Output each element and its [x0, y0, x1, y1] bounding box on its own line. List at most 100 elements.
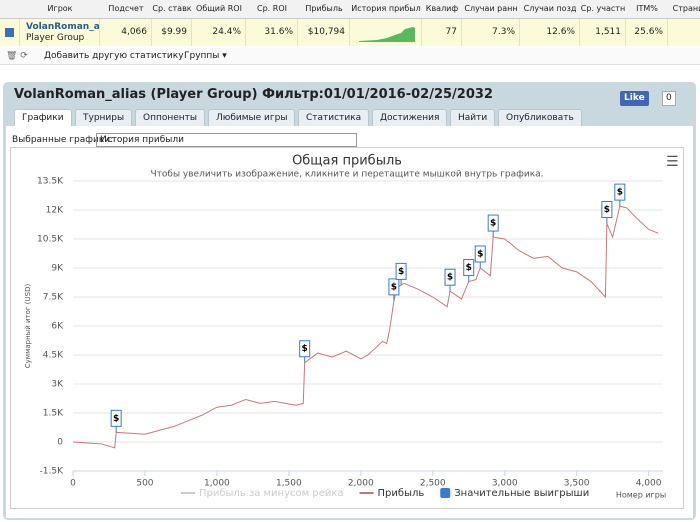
row-cell [350, 19, 422, 46]
row-cell: 31.6% [246, 19, 298, 46]
column-header[interactable]: Случаи ранн [462, 0, 521, 19]
flag [474, 245, 486, 263]
flag-label: $ [604, 205, 610, 215]
column-header[interactable]: Прибыль [298, 0, 351, 19]
row-cell [668, 19, 700, 46]
panel-body [6, 126, 693, 518]
flag-label: $ [490, 219, 496, 229]
row-cell: 12.6% [520, 19, 580, 46]
flag-label: $ [398, 267, 404, 277]
groups-label: Группы [184, 51, 220, 61]
chart-title: Общая прибыль [292, 154, 402, 169]
y-tick-label: 7.5K [43, 293, 64, 303]
x-tick-label: 0 [70, 479, 76, 489]
legend-label: Прибыль [378, 488, 425, 499]
tab[interactable]: Графики [14, 109, 72, 127]
row-checkbox[interactable] [0, 19, 20, 46]
column-header[interactable]: История прибыл [350, 0, 423, 19]
row-cell: 77 [422, 19, 462, 46]
column-header[interactable]: Подсчет [100, 0, 153, 19]
flag [444, 268, 456, 286]
x-tick-label: 2,000 [348, 479, 374, 489]
add-stat-button[interactable]: Добавить другую статистику [44, 51, 184, 61]
tab[interactable]: Оппоненты [135, 109, 206, 127]
y-axis-label: Суммарный итог (USD) [24, 284, 32, 369]
player-name: VolanRoman_ali [26, 22, 100, 32]
legend-label: Значительные выигрыши [454, 488, 589, 499]
header-checkbox[interactable] [0, 0, 21, 19]
y-tick-label: 1.5K [43, 409, 64, 419]
legend-swatch [440, 488, 451, 498]
column-header[interactable]: Ср. участн [580, 0, 627, 19]
y-tick-label: -1.5K [40, 467, 65, 477]
flag-label: $ [391, 282, 397, 292]
column-header[interactable]: ITM% [626, 0, 669, 19]
panel-title: VolanRoman_alias (Player Group) Фильтр:0… [14, 87, 493, 102]
select-label: Выбранные графики: [12, 135, 114, 145]
profit-line [72, 205, 659, 449]
y-tick-label: 10.5K [37, 235, 64, 245]
flag [487, 214, 499, 232]
tab[interactable]: Любимые игры [208, 109, 296, 127]
x-axis-label: Номер игры [616, 491, 666, 500]
select-value: История прибыли [100, 135, 184, 145]
row-cell: $9.99 [152, 19, 192, 46]
chart-select[interactable]: История прибыли [96, 133, 357, 147]
flag-label: $ [617, 188, 623, 198]
chart: Общая прибыль Чтобы увеличить изображени… [10, 147, 684, 509]
y-tick-label: 0 [57, 438, 63, 448]
player-group: Player Group [26, 33, 85, 43]
column-header[interactable]: Ср. ROI [246, 0, 299, 19]
row-cell: 4,066 [100, 19, 152, 46]
like-label: Like [624, 93, 645, 103]
row-cell: 25.6% [626, 19, 668, 46]
y-tick-label: 4.5K [43, 351, 64, 361]
menu-icon[interactable]: ☰ [666, 154, 679, 170]
y-tick-label: 9K [51, 264, 64, 274]
like-count: 0 [662, 91, 676, 106]
y-tick-label: 12K [46, 206, 64, 216]
row-cell: 24.4% [192, 19, 246, 46]
x-tick-label: 3,000 [492, 479, 518, 489]
flag [463, 259, 475, 277]
icons: 🗑 ⟳ [6, 51, 28, 61]
x-tick-label: 4,000 [636, 479, 662, 489]
x-tick-label: 2,500 [420, 479, 446, 489]
chart-subtitle: Чтобы увеличить изображение, кликните и … [150, 170, 543, 180]
tab[interactable]: Турниры [75, 109, 133, 127]
tab[interactable]: Найти [450, 109, 496, 127]
column-header[interactable]: Общий ROI [192, 0, 247, 19]
groups-button[interactable]: Группы ▾ [184, 51, 227, 61]
flag [614, 183, 626, 201]
flag-label: $ [466, 263, 472, 273]
x-tick-label: 1,500 [276, 479, 302, 489]
row-cell: $10,794 [298, 19, 350, 46]
flag [110, 409, 122, 427]
sparkline [359, 27, 415, 42]
column-header[interactable]: Случаи позд [520, 0, 581, 19]
row-cell: 7.3% [462, 19, 520, 46]
flag-label: $ [447, 273, 453, 283]
x-tick-label: 500 [136, 479, 153, 489]
like-button[interactable]: Like [620, 91, 649, 106]
flag [388, 278, 400, 296]
column-header[interactable]: Страни [668, 0, 700, 19]
column-header[interactable]: Квалиф [422, 0, 463, 19]
x-tick-label: 3,500 [564, 479, 590, 489]
flag [601, 201, 613, 219]
y-tick-label: 6K [51, 322, 64, 332]
column-header[interactable]: Игрок [20, 0, 101, 19]
column-header[interactable]: Ср. ставк [152, 0, 193, 19]
tab[interactable]: Статистика [298, 109, 370, 127]
flag [299, 340, 311, 358]
tab[interactable]: Опубликовать [498, 109, 582, 127]
flag [395, 262, 407, 280]
x-tick-label: 1,000 [204, 479, 230, 489]
flag-label: $ [302, 344, 308, 354]
y-tick-label: 13.5K [37, 177, 64, 187]
player-cell: VolanRoman_ali Player Group [20, 19, 100, 46]
flag-label: $ [113, 414, 119, 424]
flag-label: $ [477, 250, 483, 260]
tab[interactable]: Достижения [372, 109, 448, 127]
